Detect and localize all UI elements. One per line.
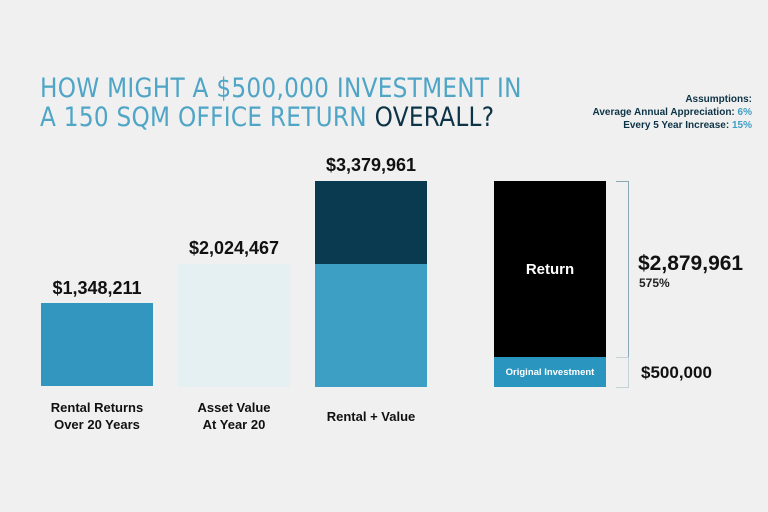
title-emphasis: OVERALL? [374,102,495,133]
return-amount: $2,879,961 [638,252,744,275]
investment-amount: $500,000 [641,363,712,382]
assumptions-heading: Assumptions: [685,94,752,105]
title-line-2: A 150 SQM OFFICE RETURN OVERALL? [40,102,495,133]
return-bar-label: Return [525,261,575,278]
assumption-appreciation: Average Annual Appreciation: 6% [592,107,752,118]
original-investment-bar: Original Investment [494,357,606,387]
assumptions-box: Assumptions: Average Annual Appreciation… [593,93,752,132]
return-percent: 575% [639,276,670,290]
combined-bar-rental-segment [315,181,427,264]
return-bracket [616,181,629,358]
combined-category-label: Rental + Value [326,409,416,424]
return-bar: Return [494,181,606,357]
original-investment-label: Original Investment [505,367,595,378]
combined-value-label: $3,379,961 [325,155,417,175]
combined-bar-asset-segment [315,264,427,387]
investment-bracket [616,357,629,388]
assumption-increase: Every 5 Year Increase: 15% [623,120,752,131]
rental-returns-bar [41,303,153,386]
title-line-1: HOW MIGHT A $500,000 INVESTMENT IN [40,73,522,104]
asset-value-bar [178,264,290,387]
asset-value-label: $2,024,467 [188,238,280,258]
asset-category-label: Asset Value At Year 20 [197,400,271,432]
chart-title: HOW MIGHT A $500,000 INVESTMENT IN A 150… [40,74,522,132]
rental-value-label: $1,348,211 [52,278,142,298]
rental-category-label: Rental Returns Over 20 Years [50,400,144,432]
